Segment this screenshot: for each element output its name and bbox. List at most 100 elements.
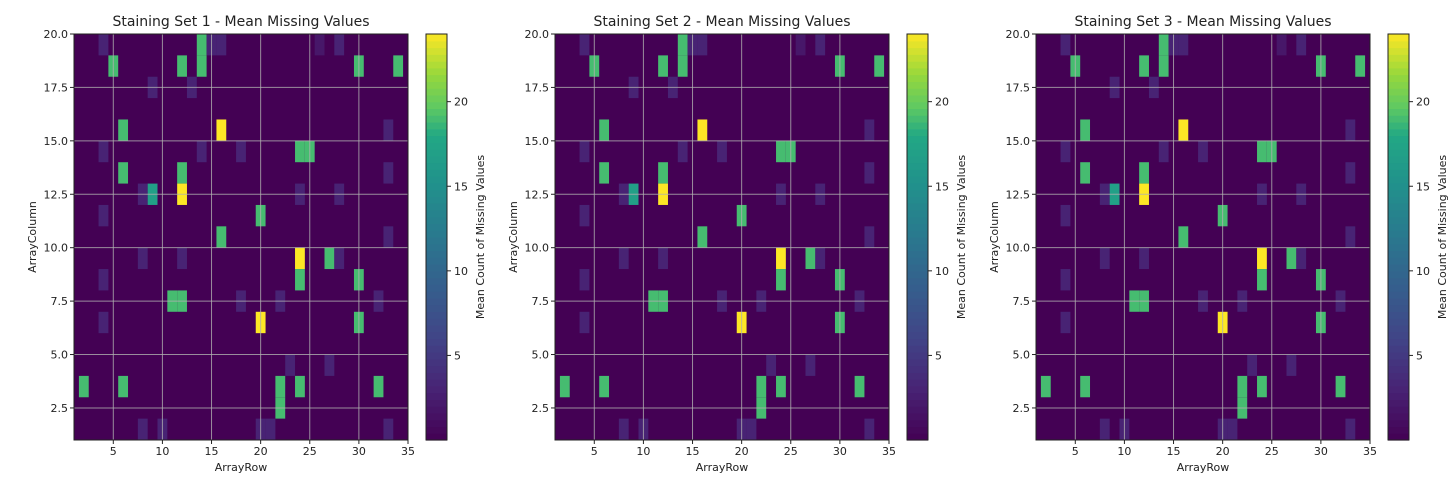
colorbar-segment	[1388, 304, 1409, 313]
colorbar-segment	[426, 331, 447, 340]
colorbar-segment	[426, 365, 447, 373]
heatmap-panel-1: 5 10 15 20 25 30 35 2.5 5.0 7.5 10.0 12.5 15.0 17.5 20…	[26, 14, 487, 474]
heatmap-cell	[1158, 55, 1169, 77]
colorbar-segment	[1388, 412, 1409, 421]
colorbar-segment	[1388, 426, 1409, 434]
heatmap-cell	[216, 34, 227, 56]
y-tick-label: 10.0	[1006, 242, 1031, 255]
y-tick-label: 10.0	[525, 242, 550, 255]
colorbar-tick-label: 5	[1416, 349, 1423, 362]
colorbar-segment	[426, 392, 447, 400]
heatmap-cell	[1158, 34, 1169, 56]
colorbar-segment	[907, 47, 928, 55]
colorbar-segment	[426, 399, 447, 407]
colorbar-segment	[907, 67, 928, 76]
colorbar-segment	[907, 345, 928, 353]
colorbar-segment	[1388, 101, 1409, 110]
x-tick-label: 10	[1117, 445, 1131, 458]
colorbar-segment	[426, 338, 447, 346]
heatmap-cell	[1335, 375, 1346, 398]
heatmap-cell	[1080, 162, 1091, 184]
colorbar-segment	[907, 142, 928, 150]
heatmap-cell	[98, 269, 109, 291]
colorbar-frame	[425, 33, 448, 441]
colorbar-segment	[1388, 379, 1409, 387]
colorbar-segment	[1388, 318, 1409, 326]
colorbar-segment	[426, 270, 447, 279]
colorbar-tick-label: 15	[1416, 180, 1430, 193]
heatmap-cell	[177, 162, 187, 184]
colorbar-segment	[907, 250, 928, 258]
heatmap-cell	[756, 375, 767, 398]
chart-title: Staining Set 3 - Mean Missing Values	[1074, 14, 1331, 30]
heatmap-cell	[334, 34, 345, 56]
heatmap-cell	[874, 55, 885, 77]
chart-title: Staining Set 2 - Mean Missing Values	[593, 14, 850, 30]
heatmap-cell	[118, 375, 129, 398]
y-tick-label: 15.0	[525, 135, 550, 148]
colorbar-segment	[907, 304, 928, 313]
heatmap-cell	[1257, 375, 1267, 398]
plot-frame	[1035, 33, 1371, 441]
heatmap-cell	[216, 226, 227, 248]
heatmap-cell	[579, 269, 590, 291]
colorbar-tick-label: 10	[454, 265, 468, 278]
heatmap-cell	[373, 375, 384, 398]
colorbar-segment	[1388, 182, 1409, 191]
colorbar-segment	[907, 399, 928, 407]
heatmap-cell	[795, 34, 806, 56]
colorbar-tick-label: 15	[935, 180, 949, 193]
heatmap-cell	[1178, 226, 1189, 248]
colorbar-segment	[907, 182, 928, 191]
colorbar-segment	[1388, 169, 1409, 177]
colorbar-segment	[907, 311, 928, 319]
x-tick-label: 35	[401, 445, 415, 458]
colorbar-segment	[1388, 324, 1409, 333]
colorbar-segment	[907, 61, 928, 69]
heatmap-cell	[177, 55, 187, 77]
colorbar-segment	[426, 94, 447, 103]
heatmap-cell	[677, 55, 688, 77]
colorbar-segment	[426, 372, 447, 380]
colorbar-segment	[907, 169, 928, 177]
heatmap-cell	[295, 269, 305, 291]
colorbar-segment	[1388, 385, 1409, 394]
colorbar-segment	[907, 108, 928, 116]
y-tick-label: 5.0	[1013, 349, 1031, 362]
colorbar-segment	[426, 243, 447, 252]
heatmap-cell	[137, 247, 148, 270]
colorbar-segment	[426, 304, 447, 313]
heatmap-panel-3: 5 10 15 20 25 30 35 2.5 5.0 7.5 10.0 12.5 15.0 17.5 20…	[988, 14, 1449, 474]
heatmap-cell	[864, 418, 875, 440]
heatmap-cell	[776, 269, 786, 291]
y-tick-label: 7.5	[51, 295, 69, 308]
heatmap-cell	[1257, 269, 1267, 291]
colorbar-segment	[1388, 223, 1409, 231]
x-tick-label: 30	[352, 445, 366, 458]
heatmap-cell	[393, 55, 404, 77]
heatmap-cell	[805, 247, 816, 270]
heatmap-cell	[1040, 375, 1051, 398]
y-tick-label: 7.5	[532, 295, 550, 308]
colorbar-segment	[1388, 34, 1409, 42]
colorbar-segment	[426, 169, 447, 177]
heatmap-cell	[864, 226, 875, 248]
colorbar-segment	[907, 115, 928, 123]
colorbar-segment	[1388, 345, 1409, 353]
colorbar-tick-label: 20	[935, 96, 949, 109]
heatmap-cell	[78, 375, 89, 398]
heatmap-cell	[776, 375, 786, 398]
colorbar-segment	[426, 412, 447, 421]
colorbar-segment	[426, 345, 447, 353]
colorbar-segment	[907, 203, 928, 211]
heatmap-cell	[177, 247, 187, 270]
colorbar-segment	[907, 81, 928, 89]
colorbar-segment	[426, 155, 447, 164]
heatmap-cell	[1178, 34, 1189, 56]
colorbar-segment	[426, 74, 447, 82]
y-tick-label: 5.0	[532, 349, 550, 362]
heatmap-cell	[618, 418, 629, 440]
colorbar-segment	[1388, 250, 1409, 258]
x-axis-label: ArrayRow	[215, 461, 268, 474]
y-axis-label: ArrayColumn	[988, 201, 1001, 273]
